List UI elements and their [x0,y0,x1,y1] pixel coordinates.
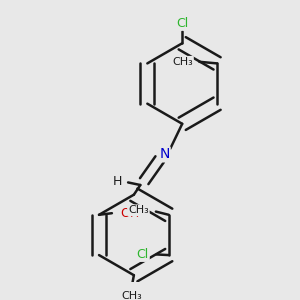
Text: CH₃: CH₃ [128,205,149,215]
Text: CH₃: CH₃ [172,57,193,67]
Text: Cl: Cl [176,17,188,30]
Text: H: H [112,175,122,188]
Text: N: N [159,147,170,161]
Text: Cl: Cl [136,248,149,261]
Text: OH: OH [120,207,139,220]
Text: CH₃: CH₃ [121,291,142,300]
